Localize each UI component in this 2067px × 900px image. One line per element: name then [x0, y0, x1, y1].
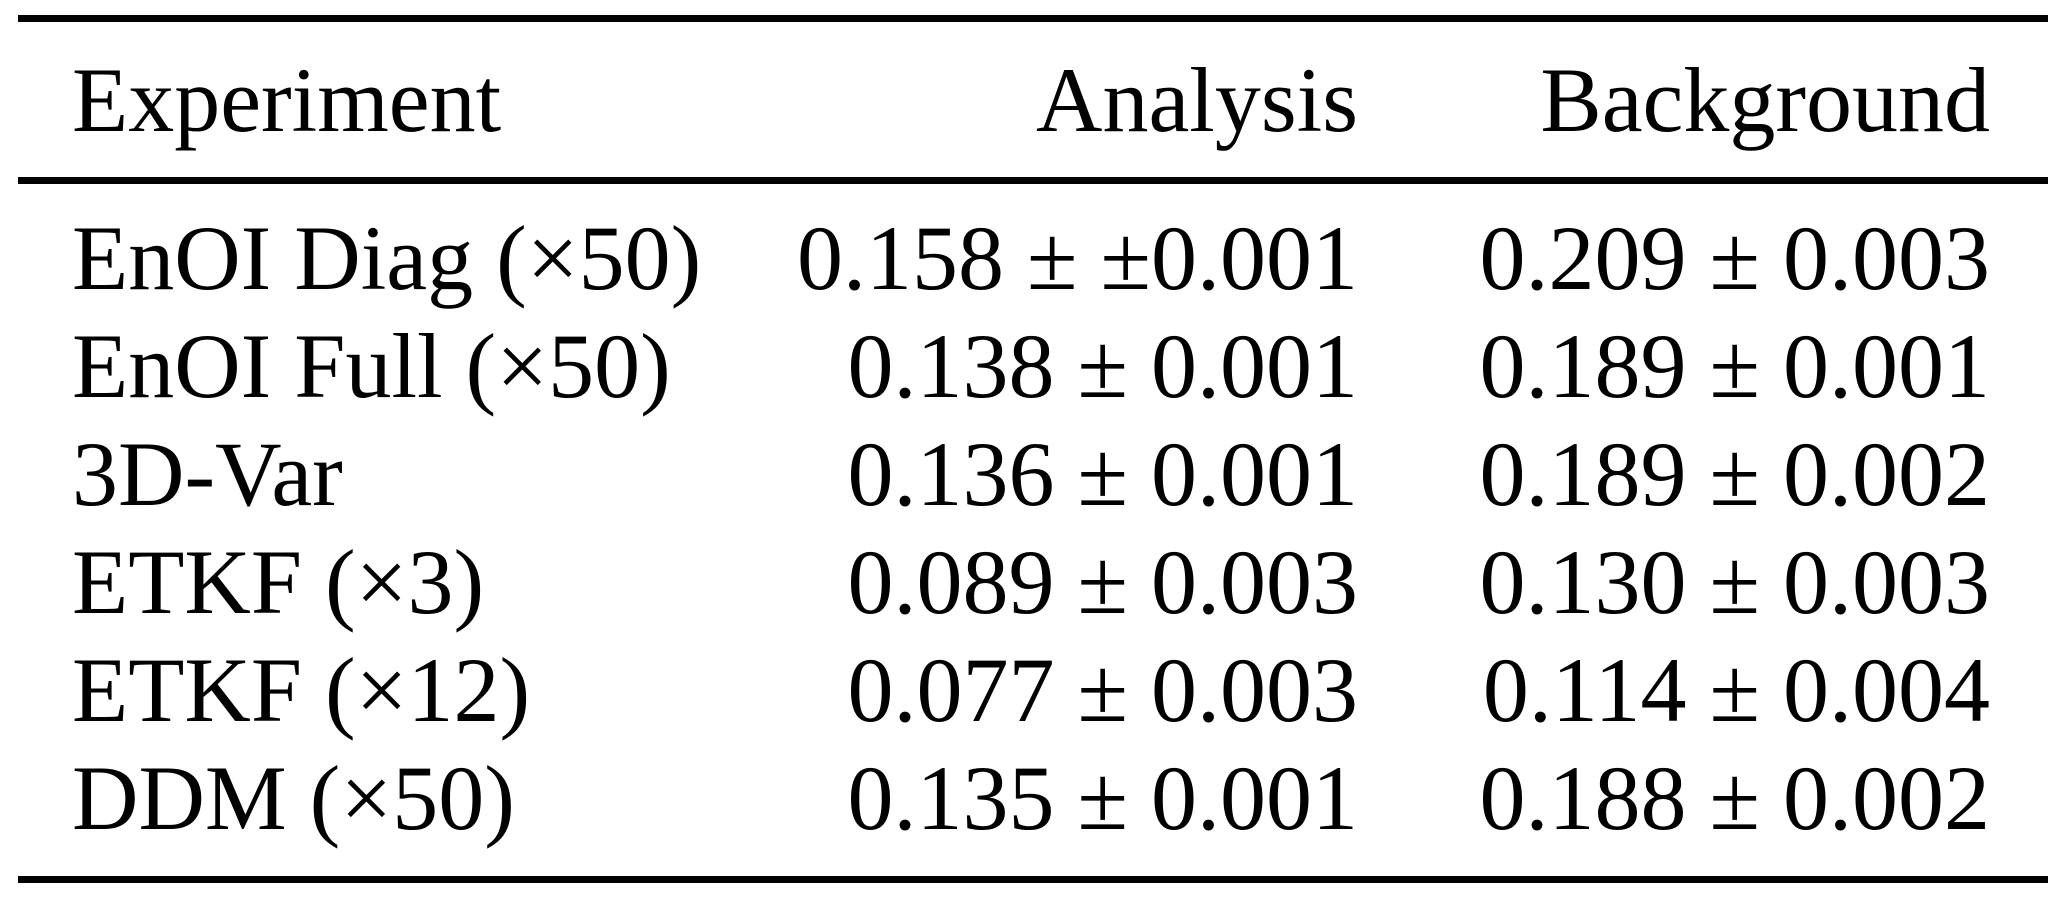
table-row: ETKF (×3) 0.089 ± 0.003 0.130 ± 0.003	[0, 528, 2067, 636]
table-row: ETKF (×12) 0.077 ± 0.003 0.114 ± 0.004	[0, 636, 2067, 744]
column-header-analysis: Analysis	[1036, 48, 1358, 151]
cell-analysis: 0.089 ± 0.003	[847, 531, 1359, 633]
cell-experiment: ETKF (×12)	[72, 639, 531, 741]
cell-experiment: ETKF (×3)	[72, 531, 485, 633]
cell-background: 0.189 ± 0.002	[1479, 423, 1991, 525]
cell-analysis: 0.135 ± 0.001	[847, 747, 1359, 849]
cell-background: 0.130 ± 0.003	[1479, 531, 1991, 633]
table-rule-bottom	[18, 876, 2048, 883]
cell-experiment: EnOI Full (×50)	[72, 315, 671, 417]
cell-experiment: DDM (×50)	[72, 747, 515, 849]
table-row: EnOI Full (×50) 0.138 ± 0.001 0.189 ± 0.…	[0, 312, 2067, 420]
cell-experiment: 3D-Var	[72, 423, 343, 525]
column-header-experiment: Experiment	[72, 48, 502, 151]
cell-background: 0.114 ± 0.004	[1482, 639, 1990, 741]
cell-background: 0.189 ± 0.001	[1479, 315, 1991, 417]
cell-analysis: 0.136 ± 0.001	[847, 423, 1359, 525]
table-rule-mid	[18, 177, 2048, 184]
table-header-row: Experiment Analysis Background	[0, 22, 2067, 177]
cell-background: 0.209 ± 0.003	[1479, 207, 1991, 309]
table-row: 3D-Var 0.136 ± 0.001 0.189 ± 0.002	[0, 420, 2067, 528]
cell-background: 0.188 ± 0.002	[1479, 747, 1991, 849]
column-header-background: Background	[1540, 48, 1990, 151]
cell-analysis: 0.158 ± ±0.001	[797, 207, 1358, 309]
table-body: EnOI Diag (×50) 0.158 ± ±0.001 0.209 ± 0…	[0, 204, 2067, 852]
table-row: DDM (×50) 0.135 ± 0.001 0.188 ± 0.002	[0, 744, 2067, 852]
cell-analysis: 0.077 ± 0.003	[847, 639, 1359, 741]
cell-experiment: EnOI Diag (×50)	[72, 207, 702, 309]
cell-analysis: 0.138 ± 0.001	[847, 315, 1359, 417]
table-row: EnOI Diag (×50) 0.158 ± ±0.001 0.209 ± 0…	[0, 204, 2067, 312]
table-rule-top	[18, 15, 2048, 22]
